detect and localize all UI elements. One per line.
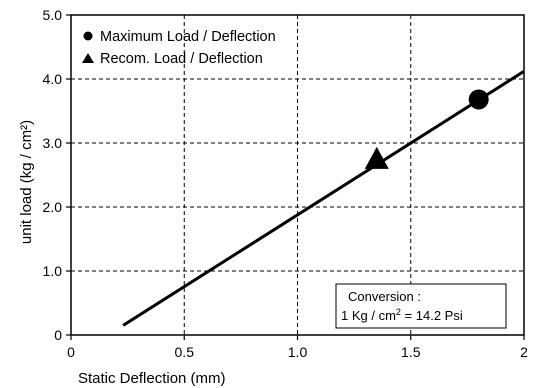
x-axis-ticks: 0 0.5 1.0 1.5 2 (67, 335, 528, 360)
x-tick-label-4: 2 (520, 344, 528, 360)
legend-circle-icon (83, 31, 93, 41)
conversion-note: Conversion : 1 Kg / cm2 = 14.2 Psi (335, 283, 507, 329)
x-tick-label-0: 0 (67, 344, 75, 360)
y-axis-label-text: unit load (kg / cm²) (18, 120, 35, 244)
legend-triangle-icon (82, 53, 94, 63)
conversion-superscript: 2 (396, 307, 401, 317)
conversion-prefix: 1 Kg / cm (341, 308, 396, 323)
y-axis-ticks: 0 1.0 2.0 3.0 4.0 5.0 (43, 7, 71, 343)
x-tick-label-3: 1.5 (401, 344, 421, 360)
x-axis-label: Static Deflection (mm) (78, 370, 226, 387)
series-line-0 (122, 70, 525, 327)
x-tick-label-2: 1.0 (288, 344, 308, 360)
y-tick-label-4: 4.0 (43, 71, 63, 87)
marker-layer (364, 89, 489, 169)
y-tick-label-5: 5.0 (43, 7, 63, 23)
conversion-note-line2: 1 Kg / cm2 = 14.2 Psi (341, 307, 463, 323)
y-tick-label-2: 2.0 (43, 199, 63, 215)
x-tick-label-1: 0.5 (175, 344, 195, 360)
y-tick-label-0: 0 (54, 327, 62, 343)
legend-label-recom: Recom. Load / Deflection (100, 51, 263, 67)
y-tick-label-3: 3.0 (43, 135, 63, 151)
series-layer (122, 70, 525, 327)
grid (71, 15, 524, 335)
conversion-note-line1: Conversion : (348, 289, 421, 304)
marker-recom-load (364, 146, 389, 169)
legend-label-max: Maximum Load / Deflection (100, 29, 276, 45)
conversion-note-box (335, 283, 507, 329)
conversion-suffix: = 14.2 Psi (401, 308, 463, 323)
y-axis-label: unit load (kg / cm²) (18, 120, 35, 244)
y-tick-label-1: 1.0 (43, 263, 63, 279)
legend: Maximum Load / Deflection Recom. Load / … (82, 29, 276, 67)
marker-max-load (468, 89, 489, 110)
